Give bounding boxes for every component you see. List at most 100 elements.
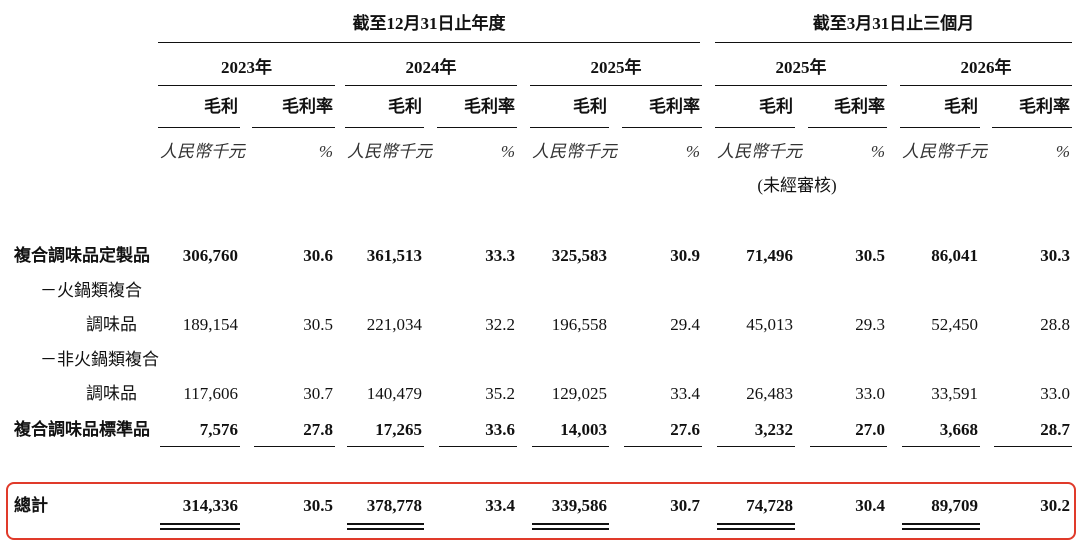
rule (252, 127, 335, 128)
cell: 30.7 (303, 384, 333, 403)
rule (808, 127, 887, 128)
rule (158, 127, 240, 128)
unit: % (318, 142, 333, 161)
rule (530, 85, 702, 86)
rule (160, 528, 240, 530)
unit: % (500, 142, 515, 161)
rule (347, 523, 424, 525)
row-label: 總計 (14, 496, 48, 515)
cell: 33.3 (485, 246, 515, 265)
cell: 3,232 (754, 420, 793, 439)
column-header: 毛利率 (834, 97, 885, 116)
cell: 29.3 (855, 315, 885, 334)
cell: 27.8 (303, 420, 333, 439)
rule (160, 446, 240, 447)
cell: 28.7 (1040, 420, 1070, 439)
cell: 30.7 (670, 496, 700, 515)
unaudited-note: (未經審核) (757, 176, 837, 195)
row-label: －火鍋類複合 (40, 281, 142, 300)
rule (254, 446, 335, 447)
cell: 33.6 (485, 420, 515, 439)
column-header: 毛利率 (1019, 97, 1070, 116)
year-header: 2024年 (405, 58, 457, 77)
cell: 117,606 (183, 384, 238, 403)
rule (347, 528, 424, 530)
unit: 人民幣千元 (902, 142, 987, 161)
cell: 27.0 (855, 420, 885, 439)
row-label: 複合調味品標準品 (14, 420, 150, 439)
rule (622, 127, 702, 128)
cell: 3,668 (939, 420, 978, 439)
cell: 33.0 (1040, 384, 1070, 403)
year-header: 2026年 (960, 58, 1012, 77)
cell: 71,496 (746, 246, 793, 265)
rule (437, 127, 517, 128)
cell: 33.4 (670, 384, 700, 403)
rule (160, 523, 240, 525)
row-label: 調味品 (86, 384, 137, 403)
year-header: 2023年 (221, 58, 272, 77)
rule (810, 446, 887, 447)
highlight-box (6, 482, 1076, 540)
rule (900, 85, 1072, 86)
column-header: 毛利率 (464, 97, 515, 116)
rule (347, 446, 424, 447)
cell: 196,558 (551, 315, 607, 334)
unit: 人民幣千元 (532, 142, 617, 161)
cell: 27.6 (670, 420, 700, 439)
year-header: 2025年 (590, 58, 642, 77)
cell: 52,450 (931, 315, 978, 334)
rule (158, 42, 700, 43)
cell: 33,591 (931, 384, 978, 403)
cell: 7,576 (199, 420, 238, 439)
cell: 339,586 (551, 496, 607, 515)
cell: 29.4 (670, 315, 700, 334)
cell: 17,265 (375, 420, 422, 439)
rule (992, 127, 1072, 128)
cell: 140,479 (366, 384, 422, 403)
rule (715, 42, 1072, 43)
rule (532, 528, 609, 530)
cell: 30.5 (303, 496, 333, 515)
unit: 人民幣千元 (347, 142, 432, 161)
period-header: 截至3月31日止三個月 (812, 14, 975, 33)
rule (158, 85, 335, 86)
cell: 30.9 (670, 246, 700, 265)
cell: 32.2 (485, 315, 515, 334)
unit: 人民幣千元 (160, 142, 245, 161)
column-header: 毛利 (204, 97, 238, 116)
column-header: 毛利 (944, 97, 978, 116)
column-header: 毛利 (759, 97, 793, 116)
cell: 189,154 (182, 315, 238, 334)
unit: % (870, 142, 885, 161)
rule (345, 85, 517, 86)
cell: 33.4 (485, 496, 515, 515)
cell: 35.2 (485, 384, 515, 403)
rule (902, 528, 980, 530)
rule (717, 446, 795, 447)
cell: 30.4 (855, 496, 885, 515)
cell: 221,034 (366, 315, 422, 334)
column-header: 毛利率 (282, 97, 333, 116)
cell: 30.5 (855, 246, 885, 265)
cell: 30.2 (1040, 496, 1070, 515)
rule (717, 528, 795, 530)
cell: 306,760 (182, 246, 238, 265)
cell: 14,003 (560, 420, 607, 439)
rule (532, 523, 609, 525)
cell: 30.5 (303, 315, 333, 334)
rule (530, 127, 609, 128)
cell: 26,483 (746, 384, 793, 403)
row-label: 複合調味品定製品 (14, 246, 150, 265)
cell: 314,336 (182, 496, 238, 515)
rule (902, 523, 980, 525)
cell: 30.6 (303, 246, 333, 265)
rule (345, 127, 424, 128)
year-header: 2025年 (775, 58, 827, 77)
cell: 129,025 (551, 384, 607, 403)
rule (715, 127, 795, 128)
unit: % (685, 142, 700, 161)
period-header: 截至12月31日止年度 (352, 14, 506, 33)
rule (715, 85, 887, 86)
